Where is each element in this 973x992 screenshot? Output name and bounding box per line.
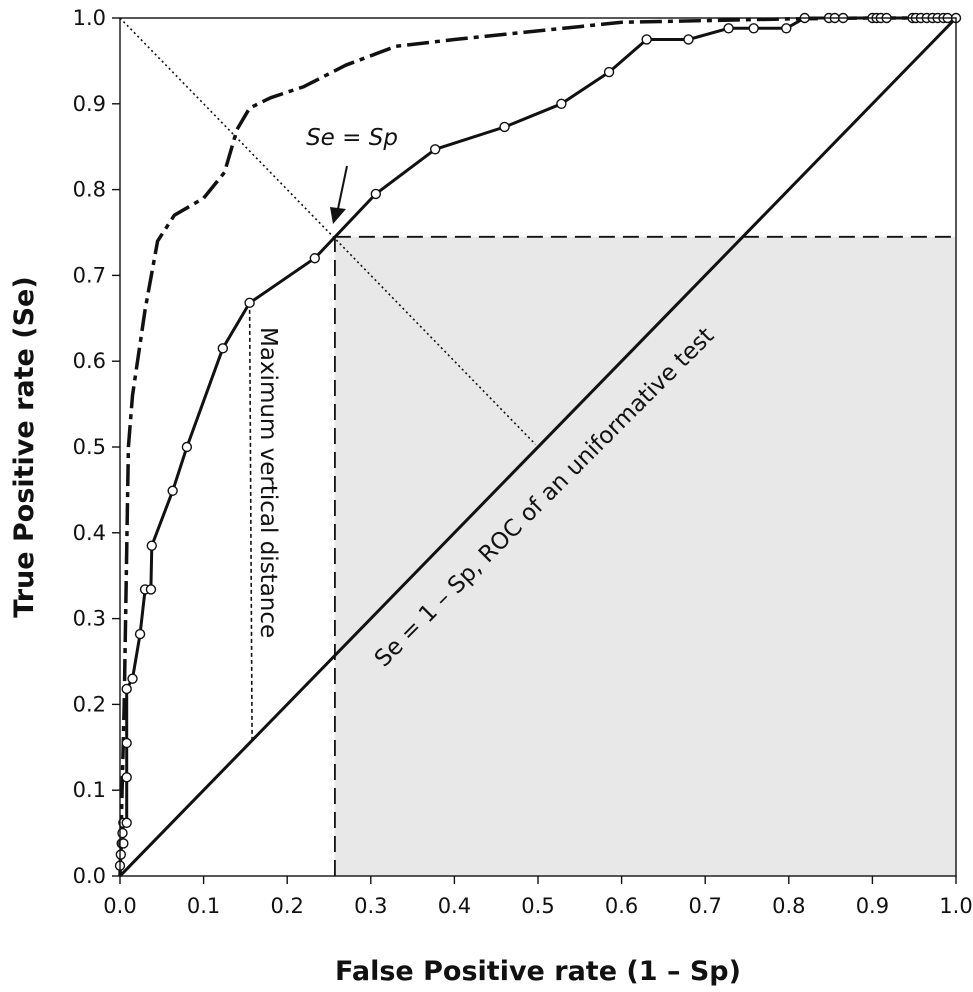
roc-point-27 xyxy=(683,34,694,45)
y-tick-label-7: 0.7 xyxy=(73,263,106,287)
roc-point-14 xyxy=(145,584,157,595)
roc-point-2 xyxy=(115,849,127,860)
x-tick-label-2: 0.2 xyxy=(270,894,303,918)
x-tick-label-8: 0.8 xyxy=(772,894,805,918)
roc-point-11 xyxy=(127,673,138,684)
roc-point-21 xyxy=(370,188,382,200)
roc-point-16 xyxy=(167,485,178,496)
roc-point-18 xyxy=(217,343,229,354)
roc-point-30 xyxy=(781,23,792,34)
roc-point-20 xyxy=(309,253,320,264)
y-tick-label-3: 0.3 xyxy=(73,607,106,631)
series-line-solid xyxy=(118,16,958,878)
y-tick-label-1: 0.1 xyxy=(73,778,106,802)
x-tick-label-1: 0.1 xyxy=(187,894,220,918)
roc-point-10 xyxy=(121,683,132,695)
x-tick-label-3: 0.3 xyxy=(354,894,387,918)
x-tick-label-10: 1.0 xyxy=(939,894,972,918)
roc-point-19 xyxy=(244,297,255,309)
se-sp-arrow xyxy=(330,165,348,224)
y-tick-label-6: 0.6 xyxy=(73,349,106,373)
roc-point-29 xyxy=(748,23,759,34)
y-tick-label-5: 0.5 xyxy=(73,435,106,459)
max-vertical-distance-annotation: Maximum vertical distance xyxy=(255,327,281,638)
x-axis-title: False Positive rate (1 – Sp) xyxy=(335,956,741,987)
roc-point-8 xyxy=(121,772,132,783)
y-axis-title: True Positive rate (Se) xyxy=(9,276,40,617)
y-tick-label-9: 0.9 xyxy=(73,92,106,116)
series-line-dotted xyxy=(119,17,537,445)
y-tick-label-2: 0.2 xyxy=(73,692,106,716)
x-tick-label-6: 0.6 xyxy=(605,894,638,918)
se-equals-sp-annotation: Se = Sp xyxy=(306,125,398,151)
x-tick-label-4: 0.4 xyxy=(438,894,471,918)
roc-point-7 xyxy=(121,817,132,829)
roc-point-4 xyxy=(118,838,129,849)
x-tick-label-5: 0.5 xyxy=(521,894,554,918)
roc-point-9 xyxy=(121,737,132,749)
y-tick-label-8: 0.8 xyxy=(73,178,106,202)
roc-point-17 xyxy=(181,441,193,453)
roc-point-25 xyxy=(603,66,615,78)
reference-line-3 xyxy=(248,302,253,741)
x-tick-label-9: 0.9 xyxy=(856,894,889,918)
x-tick-label-7: 0.7 xyxy=(688,894,721,918)
y-tick-label-4: 0.4 xyxy=(73,521,106,545)
roc-point-23 xyxy=(499,121,510,133)
x-tick-label-0: 0.0 xyxy=(103,894,136,918)
shaded-region xyxy=(334,236,956,877)
roc-point-12 xyxy=(134,628,146,640)
series-line-dash-dot xyxy=(118,16,956,877)
roc-point-26 xyxy=(641,34,652,45)
roc-point-24 xyxy=(556,98,567,110)
y-tick-label-0: 0.0 xyxy=(73,864,106,888)
roc-point-15 xyxy=(146,540,157,551)
y-tick-label-10: 1.0 xyxy=(73,6,106,30)
roc-point-22 xyxy=(429,144,441,155)
roc-point-28 xyxy=(723,23,734,34)
